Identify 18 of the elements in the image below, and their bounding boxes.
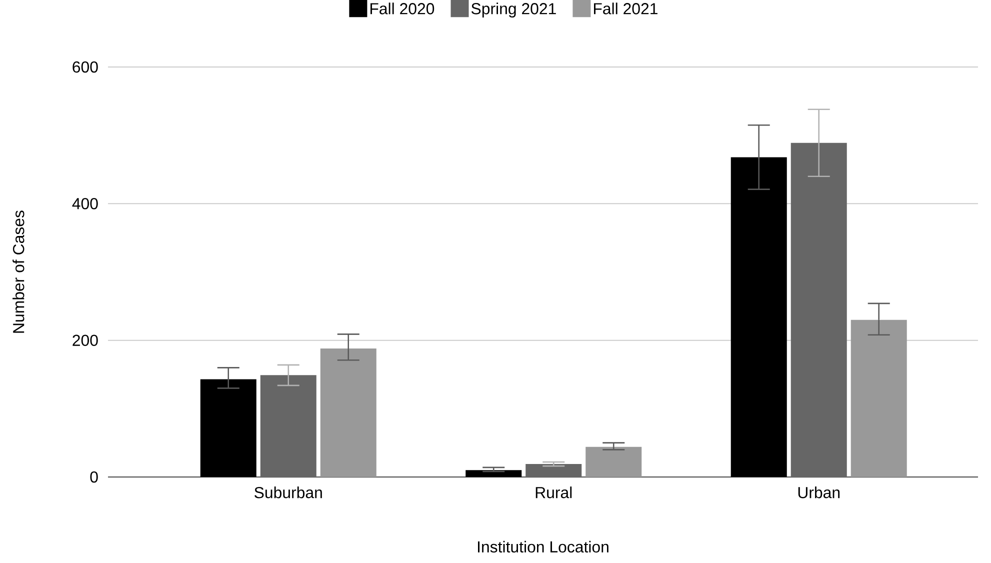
x-tick-label: Rural <box>536 486 572 498</box>
bar <box>730 157 787 477</box>
y-tick-label: 0 <box>90 471 98 483</box>
legend-label: Fall 2021 <box>594 2 658 14</box>
bar <box>466 470 522 477</box>
y-axis-title: Number of Cases <box>12 210 24 333</box>
legend-label: Spring 2021 <box>471 2 556 18</box>
x-axis-title: Institution Location <box>478 540 608 553</box>
x-tick-label: Urban <box>798 486 840 498</box>
legend-label: Fall 2020 <box>370 2 434 14</box>
bar <box>200 379 256 477</box>
y-tick-label: 200 <box>72 334 98 346</box>
x-tick-label: Suburban <box>254 486 322 498</box>
bar <box>850 320 907 477</box>
y-tick-label: 600 <box>72 61 98 73</box>
bar <box>586 446 642 477</box>
y-tick-label: 400 <box>72 198 98 210</box>
bar <box>320 348 376 477</box>
